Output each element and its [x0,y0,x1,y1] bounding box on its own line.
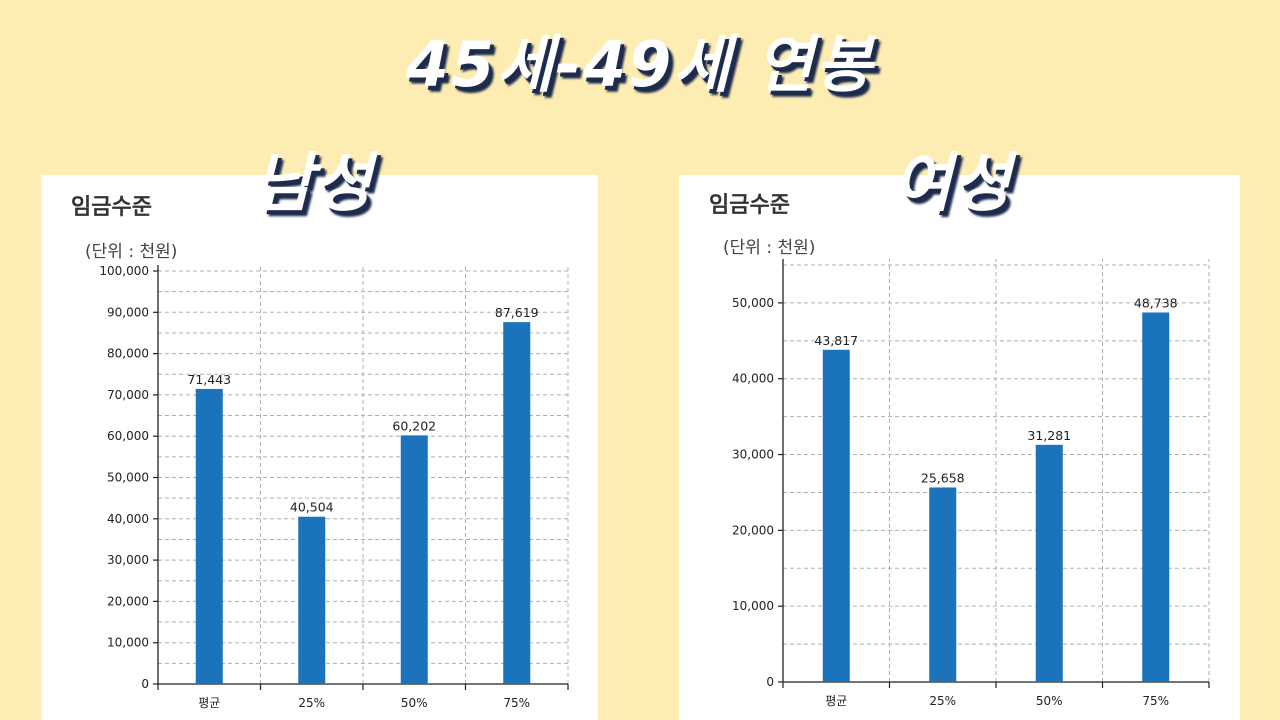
data-label: 43,817 [814,333,858,348]
chart-panel-male: 임금수준 (단위 : 천원) 0 10,000 20,000 30,000 40,000… [41,175,598,720]
y-tick-label: 50,000 [732,296,774,310]
y-tick-label: 100,000 [99,264,149,278]
data-label: 25,658 [921,470,965,485]
y-tick-label: 30,000 [107,553,149,567]
bar [822,349,850,682]
bar [503,322,531,684]
female-label: 여성 [893,147,1011,221]
bar-chart-female: 0 10,000 20,000 30,000 40,000 50,000 43,817 평균 2… [732,259,1210,708]
bar [929,487,957,682]
y-tick-label: 80,000 [107,347,149,361]
y-tick-label: 50,000 [107,471,149,485]
x-tick-label: 75% [503,696,530,710]
y-tick-label: 10,000 [107,636,149,650]
x-tick-label: 50% [401,696,428,710]
panel-heading: 임금수준 [71,195,152,220]
y-tick-label: 20,000 [732,523,774,537]
main-title: 45세-49세 연봉 [405,28,875,101]
bar [1142,312,1170,682]
x-tick-label: 25% [929,694,956,708]
y-tick-label: 0 [766,675,774,689]
panel-heading: 임금수준 [709,193,790,218]
data-label: 87,619 [495,305,539,320]
x-tick-label: 25% [298,696,325,710]
x-tick-label: 평균 [825,694,847,708]
bar [1035,444,1063,682]
chart-panel-female: 임금수준 (단위 : 천원) 0 10,000 20,000 30,000 40,000… [679,175,1240,720]
y-tick-label: 30,000 [732,448,774,462]
bar-chart-male: 0 10,000 20,000 30,000 40,000 50,000 60,000 70,… [99,264,569,710]
x-tick-label: 평균 [198,696,220,710]
y-tick-label: 70,000 [107,388,149,402]
x-tick-label: 75% [1142,694,1169,708]
unit-label: (단위 : 천원) [723,238,816,258]
x-tick-label: 50% [1036,694,1063,708]
y-tick-label: 90,000 [107,305,149,319]
data-label: 48,738 [1134,295,1178,310]
y-tick-label: 0 [141,677,149,691]
unit-label: (단위 : 천원) [85,242,178,262]
data-label: 60,202 [392,418,436,433]
data-label: 31,281 [1027,428,1071,443]
male-label: 남성 [254,147,372,221]
data-label: 40,504 [290,500,334,515]
bar [298,516,326,684]
bar [400,435,428,684]
y-tick-label: 20,000 [107,594,149,608]
y-tick-label: 60,000 [107,429,149,443]
data-label: 71,443 [187,372,231,387]
y-tick-label: 10,000 [732,599,774,613]
bar [195,388,223,684]
y-tick-label: 40,000 [732,372,774,386]
y-tick-label: 40,000 [107,512,149,526]
